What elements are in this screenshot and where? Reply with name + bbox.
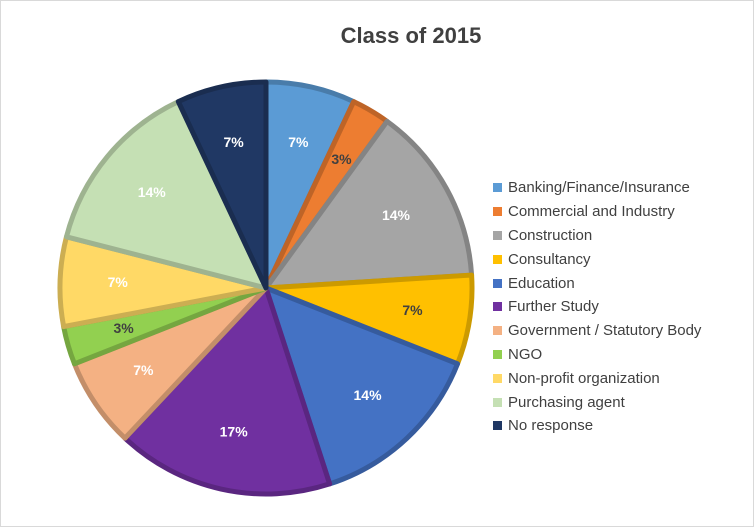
data-label: 7% <box>402 302 423 318</box>
legend-swatch <box>493 207 502 217</box>
legend-swatch <box>493 373 502 383</box>
pie-slice <box>63 99 269 291</box>
legend-label: Commercial and Industry <box>508 203 675 221</box>
data-label: 3% <box>331 151 352 167</box>
legend-label: Construction <box>508 226 593 244</box>
pie-slice <box>263 118 475 291</box>
legend-item: Purchasing agent <box>493 390 701 414</box>
legend-swatch <box>493 421 502 431</box>
data-label: 14% <box>382 207 411 223</box>
chart-title: Class of 2015 <box>340 23 482 48</box>
legend-item: Education <box>493 271 701 295</box>
legend-swatch <box>493 278 502 288</box>
legend-label: Purchasing agent <box>508 393 625 411</box>
data-label: 7% <box>133 362 154 378</box>
legend-swatch <box>493 326 502 336</box>
data-label: 14% <box>354 387 383 403</box>
legend-label: Further Study <box>508 298 599 316</box>
data-label: 7% <box>108 274 129 290</box>
legend-item: Consultancy <box>493 247 701 271</box>
legend-swatch <box>493 397 502 407</box>
legend-label: Banking/Finance/Insurance <box>508 179 690 197</box>
legend: Banking/Finance/Insurance Commercial and … <box>493 176 701 438</box>
legend-swatch <box>493 183 502 193</box>
legend-item: Construction <box>493 224 701 248</box>
data-label: 14% <box>138 184 167 200</box>
legend-label: NGO <box>508 345 543 363</box>
legend-swatch <box>493 349 502 359</box>
legend-label: Non-profit organization <box>508 369 660 387</box>
legend-item: No response <box>493 414 701 438</box>
data-label: 17% <box>220 423 249 439</box>
data-label: 7% <box>288 134 309 150</box>
legend-swatch <box>493 254 502 264</box>
legend-item: Government / Statutory Body <box>493 319 701 343</box>
legend-label: Government / Statutory Body <box>508 322 702 340</box>
legend-item: NGO <box>493 343 701 367</box>
legend-item: Banking/Finance/Insurance <box>493 176 701 200</box>
legend-label: Education <box>508 274 575 292</box>
legend-swatch <box>493 230 502 240</box>
data-label: 7% <box>224 134 245 150</box>
legend-label: Consultancy <box>508 250 591 268</box>
legend-swatch <box>493 302 502 312</box>
pie-slice <box>122 285 333 497</box>
legend-item: Commercial and Industry <box>493 200 701 224</box>
legend-label: No response <box>508 417 594 435</box>
data-label: 3% <box>113 320 134 336</box>
legend-item: Non-profit organization <box>493 366 701 390</box>
pie-slice <box>175 79 269 291</box>
legend-item: Further Study <box>493 295 701 319</box>
